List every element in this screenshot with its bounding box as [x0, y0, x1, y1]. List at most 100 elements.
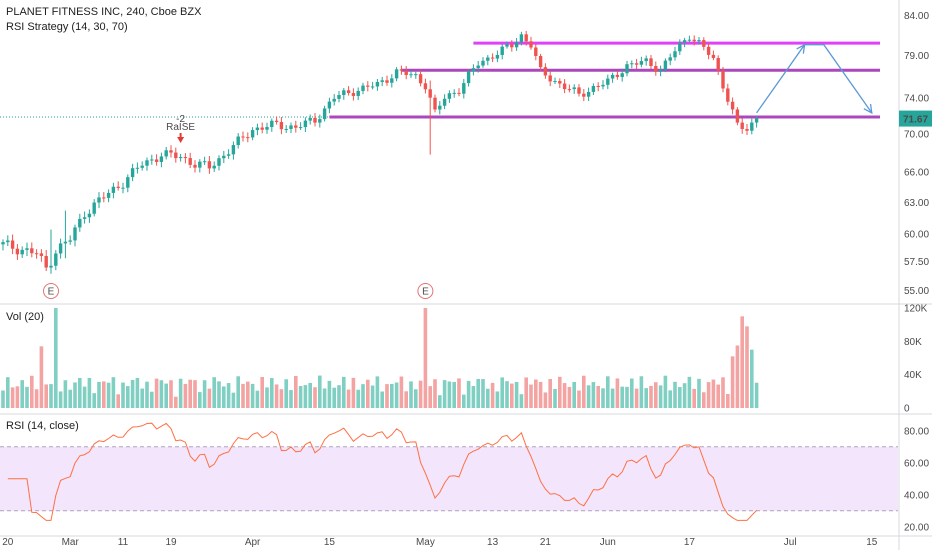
volume-bar [481, 379, 485, 408]
signal-arrow-icon [177, 137, 185, 143]
volume-bar [754, 382, 759, 408]
earnings-marker[interactable] [417, 283, 434, 299]
candle-body [63, 241, 68, 244]
candle-body [399, 69, 404, 71]
candle-body [236, 136, 240, 146]
volume-bar [265, 387, 269, 408]
candle-body [102, 197, 106, 199]
candle-body [342, 90, 346, 96]
volume-bar [279, 389, 284, 408]
candle-body [169, 150, 173, 153]
volume-bar [102, 381, 106, 408]
volume-bar [471, 386, 476, 408]
volume-bar [246, 381, 250, 408]
volume-bar [25, 386, 29, 408]
candle-body [318, 119, 322, 123]
candle-body [673, 51, 677, 58]
candle-body [524, 34, 528, 42]
candle-body [385, 80, 389, 83]
volume-bar [140, 388, 144, 408]
candle-body [49, 265, 53, 268]
volume-bar [726, 393, 730, 408]
candle-body [231, 145, 236, 155]
volume-bar [58, 391, 63, 408]
candle-body [745, 128, 749, 131]
volume-bar [342, 376, 346, 408]
candle-body [188, 158, 192, 165]
volume-bar [399, 376, 404, 408]
candle-body [740, 122, 744, 129]
candle-body [25, 248, 29, 250]
candle-body [226, 154, 231, 156]
price-tick-label: 84.00 [904, 11, 929, 22]
candle-body [212, 165, 216, 169]
price-tick-label: 70.00 [904, 129, 929, 140]
candle-body [514, 42, 519, 48]
earnings-marker-label: E [48, 287, 55, 298]
volume-bar [351, 377, 356, 408]
candle-body [582, 93, 586, 97]
candle-body [178, 157, 183, 159]
volume-bar [82, 386, 87, 408]
candle-body [183, 157, 188, 159]
candle-body [586, 91, 591, 97]
time-tick-label: Mar [62, 537, 80, 548]
volume-bar [332, 387, 336, 408]
volume-bar [735, 345, 740, 408]
earnings-marker[interactable] [43, 283, 59, 299]
volume-bar [514, 382, 519, 408]
candle-body [447, 93, 452, 99]
candle-body [241, 136, 245, 138]
volume-bar [380, 391, 384, 408]
volume-bar [68, 389, 72, 408]
candle-body [92, 202, 96, 214]
volume-bar [337, 385, 341, 408]
volume-bar [15, 386, 20, 408]
volume-bar [404, 391, 408, 408]
candle-body [452, 92, 456, 94]
candle-body [87, 213, 92, 218]
time-tick-label: 20 [2, 537, 14, 548]
volume-bar [519, 394, 524, 408]
volume-bar [423, 308, 428, 408]
volume-bar [370, 385, 375, 408]
volume-bar [490, 382, 495, 408]
candle-body [606, 78, 610, 85]
volume-bar [226, 383, 231, 408]
volume-bar [135, 377, 140, 408]
volume-bar [154, 378, 159, 408]
projection-path[interactable] [756, 44, 873, 114]
volume-bar [462, 394, 466, 408]
candle-body [548, 75, 552, 82]
candle-body [361, 85, 365, 91]
volume-bar [682, 383, 687, 408]
volume-bar [596, 385, 600, 408]
volume-bar [188, 379, 192, 408]
candle-body [567, 89, 572, 91]
candle-body [692, 39, 696, 42]
volume-bar [111, 377, 116, 408]
candle-body [6, 240, 10, 243]
volume-bar [274, 384, 279, 408]
candle-body [116, 186, 120, 188]
candle-body [121, 187, 125, 189]
candle-body [39, 253, 44, 256]
candle-body [20, 249, 24, 255]
volume-bar [625, 386, 629, 408]
volume-bar [562, 383, 567, 408]
candle-body [750, 122, 754, 131]
volume-bar [658, 385, 663, 408]
candle-body [462, 83, 466, 94]
signal-marker-label: -2 [176, 114, 185, 125]
candle-body [154, 159, 159, 162]
volume-bar [294, 375, 298, 408]
volume-bar [145, 381, 149, 408]
candle-body [274, 120, 279, 123]
rsi-tick-label: 20.00 [904, 522, 929, 533]
candle-body [495, 54, 500, 59]
volume-bar [313, 387, 317, 408]
candle-body [562, 83, 567, 90]
candle-body [730, 101, 735, 110]
volume-bar [548, 379, 552, 408]
candle-body [298, 127, 303, 129]
